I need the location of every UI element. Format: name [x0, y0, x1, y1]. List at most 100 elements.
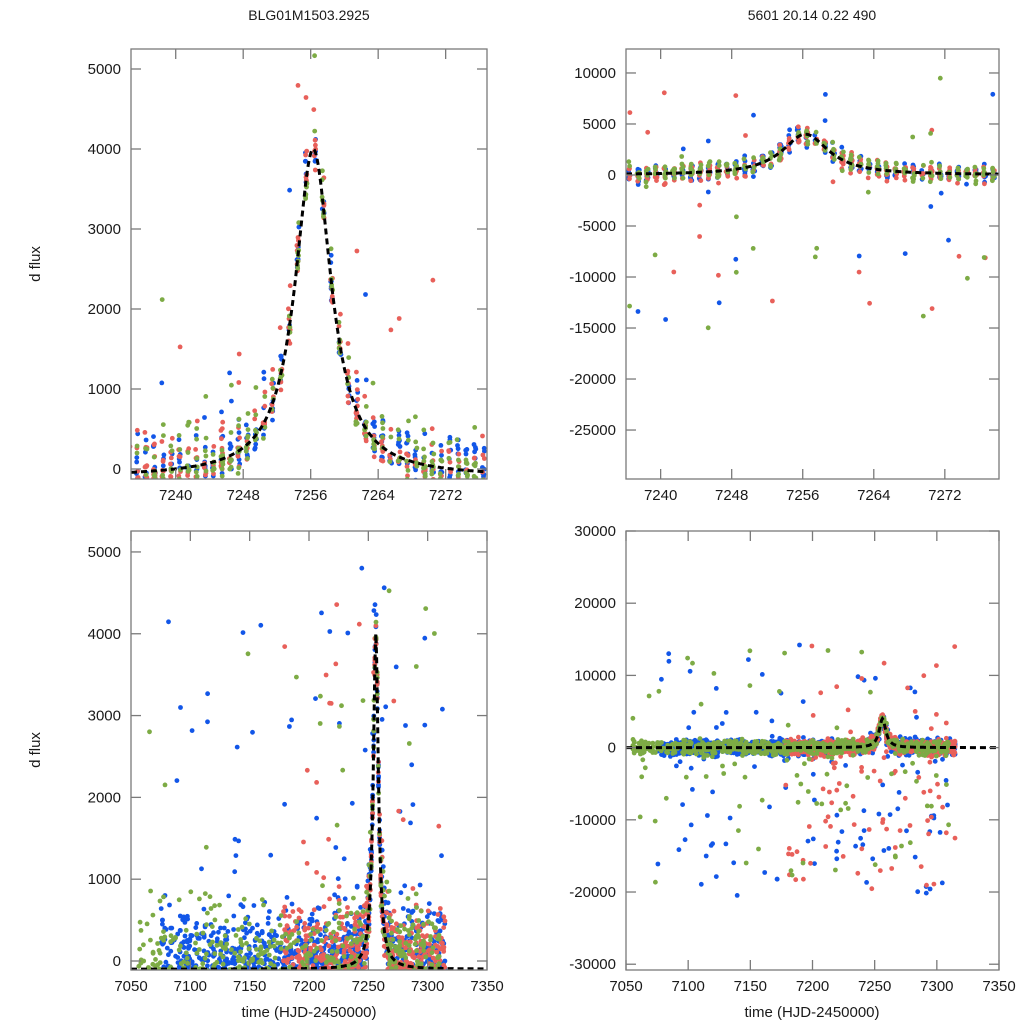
- data-point-blue: [207, 977, 212, 982]
- data-point-green: [220, 459, 225, 465]
- data-point-blue: [193, 970, 198, 975]
- data-point-green: [177, 447, 183, 452]
- data-point-blue: [946, 237, 951, 243]
- model-curve: [626, 132, 999, 176]
- data-point-red: [396, 934, 402, 940]
- data-point-green: [197, 896, 202, 902]
- data-point-green: [291, 940, 297, 945]
- data-point-blue: [189, 728, 195, 733]
- data-point-green: [193, 940, 198, 946]
- data-point-green: [401, 971, 406, 976]
- data-point-red: [447, 459, 453, 465]
- y-tick-label: 10000: [574, 65, 616, 82]
- data-point-blue: [680, 146, 686, 152]
- data-point-red: [441, 946, 446, 952]
- data-point-green: [456, 457, 461, 463]
- data-point-red: [661, 90, 667, 96]
- data-point-green: [351, 895, 356, 901]
- data-point-green: [910, 179, 916, 184]
- data-point-green: [306, 950, 311, 956]
- data-point-red: [284, 923, 290, 929]
- data-point-green: [423, 606, 429, 611]
- data-point-green: [241, 971, 246, 976]
- data-point-green: [159, 297, 165, 302]
- data-point-green: [252, 971, 257, 976]
- data-point-green: [981, 255, 987, 260]
- data-point-green: [288, 972, 293, 977]
- panel-bottom-right: 7050 7100 7150 7200 7250 7300 7350-30000-20000…: [569, 523, 1015, 995]
- data-point-green: [319, 938, 324, 943]
- data-point-green: [387, 459, 393, 465]
- data-point-green: [679, 154, 685, 159]
- data-point-red: [283, 950, 289, 956]
- data-point-red: [287, 984, 292, 989]
- data-point-green: [386, 588, 392, 594]
- data-point-blue: [337, 975, 342, 980]
- data-point-red: [326, 973, 331, 978]
- data-point-red: [300, 971, 305, 976]
- data-point-green: [161, 970, 166, 975]
- data-point-green: [480, 477, 486, 479]
- data-point-green: [405, 928, 411, 933]
- data-point-blue: [182, 933, 188, 939]
- data-point-green: [706, 172, 712, 178]
- data-point-green: [303, 943, 309, 949]
- data-point-green: [432, 631, 437, 636]
- data-point-green: [334, 988, 339, 993]
- data-point-blue: [160, 917, 165, 923]
- data-point-blue: [372, 602, 378, 608]
- data-point-green: [194, 474, 200, 479]
- data-point-green: [214, 943, 220, 948]
- data-point-green: [256, 953, 261, 958]
- data-point-blue: [274, 948, 279, 953]
- data-point-blue: [338, 971, 343, 976]
- data-point-blue: [348, 924, 354, 929]
- data-point-green: [285, 974, 290, 979]
- data-point-red: [400, 973, 405, 978]
- data-point-blue: [335, 971, 340, 976]
- data-point-blue: [161, 975, 166, 980]
- data-point-blue: [354, 884, 360, 890]
- data-point-blue: [231, 913, 237, 919]
- data-point-blue: [199, 866, 204, 872]
- data-point-green: [280, 997, 285, 1002]
- data-point-blue: [797, 642, 802, 648]
- data-point-blue: [713, 874, 719, 879]
- data-point-green: [208, 970, 213, 975]
- data-point-blue: [287, 724, 292, 729]
- data-point-green: [412, 941, 418, 947]
- data-point-blue: [333, 971, 338, 976]
- data-point-red: [329, 294, 335, 299]
- data-point-red: [867, 300, 872, 306]
- data-point-green: [920, 313, 926, 319]
- data-point-green: [261, 902, 266, 908]
- data-point-green: [203, 394, 209, 399]
- data-point-red: [419, 972, 424, 977]
- data-point-green: [151, 479, 156, 484]
- panel-bottom-left: 7050 7100 7150 7200 7250 7300 7350010002000300…: [88, 530, 504, 1002]
- y-tick-label: 3000: [88, 708, 121, 725]
- data-point-green: [155, 941, 161, 946]
- data-point-blue: [341, 856, 347, 862]
- data-point-green: [336, 920, 342, 926]
- data-point-red: [947, 165, 953, 171]
- data-point-red: [295, 83, 301, 88]
- data-point-blue: [193, 925, 199, 930]
- data-point-blue: [902, 251, 908, 256]
- data-point-red: [346, 977, 351, 982]
- data-point-green: [328, 935, 334, 940]
- data-point-blue: [274, 976, 279, 981]
- data-point-blue: [464, 479, 469, 484]
- data-point-green: [965, 275, 970, 281]
- data-point-green: [253, 412, 259, 418]
- data-point-red: [336, 323, 342, 329]
- data-point-red: [304, 767, 310, 773]
- y-tick-label: -10000: [569, 269, 616, 286]
- data-point-blue: [284, 985, 289, 990]
- data-point-blue: [229, 398, 234, 404]
- data-point-red: [397, 449, 403, 455]
- data-point-green: [812, 254, 818, 260]
- data-point-red: [301, 971, 306, 976]
- data-point-blue: [159, 973, 164, 978]
- data-point-green: [688, 165, 694, 171]
